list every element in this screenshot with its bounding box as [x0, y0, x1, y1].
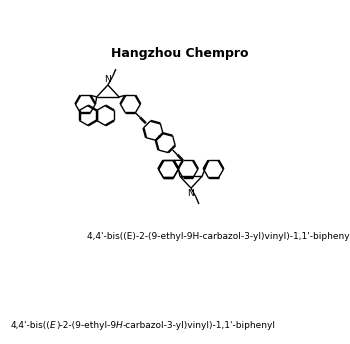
Text: E: E	[50, 321, 56, 330]
Text: N: N	[104, 75, 111, 84]
Text: 4,4'-bis((​E​)-2-(9-ethyl-9​H​-carbazol-3-yl)vinyl)-1,1'-biphenyl: 4,4'-bis((​E​)-2-(9-ethyl-9​H​-carbazol-…	[87, 232, 350, 241]
Text: H: H	[116, 321, 123, 330]
Text: N: N	[187, 190, 194, 198]
Text: -carbazol-3-yl)vinyl)-1,1'-biphenyl: -carbazol-3-yl)vinyl)-1,1'-biphenyl	[123, 321, 276, 330]
Text: Hangzhou Chempro: Hangzhou Chempro	[111, 46, 248, 60]
Text: 4,4'-bis((: 4,4'-bis((	[10, 321, 50, 330]
Text: )-2-(9-ethyl-9: )-2-(9-ethyl-9	[56, 321, 116, 330]
